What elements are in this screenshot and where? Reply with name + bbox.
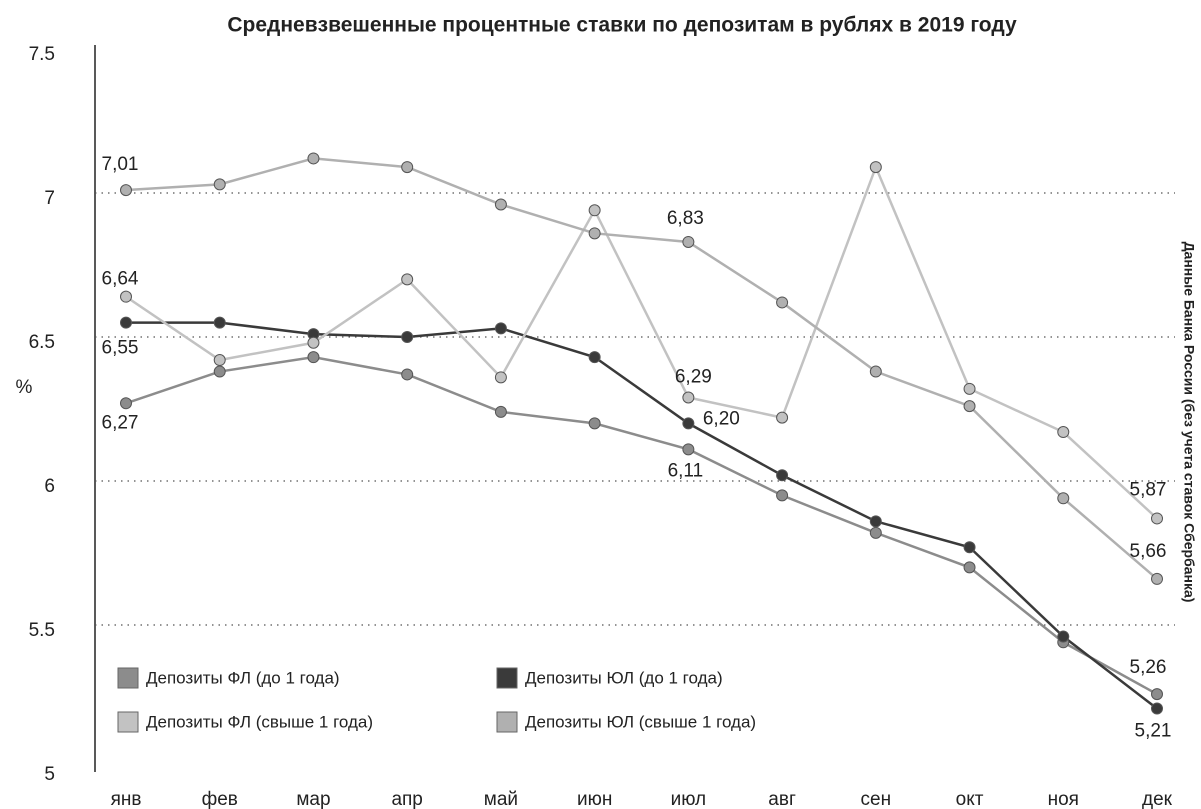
data-point <box>682 443 695 456</box>
data-point <box>494 405 507 418</box>
data-point <box>401 161 414 174</box>
series-line <box>125 163 1158 520</box>
data-point <box>776 411 789 424</box>
data-point <box>963 541 976 554</box>
data-label: 7,01 <box>102 154 139 175</box>
x-tick-label: дек <box>1142 789 1173 809</box>
x-tick-label: июн <box>577 789 612 809</box>
data-point <box>776 489 789 502</box>
data-label: 6,83 <box>667 208 704 229</box>
data-point <box>307 152 320 165</box>
x-tick-label: янв <box>111 789 142 809</box>
data-point <box>1151 688 1163 701</box>
y-tick-label: 6.5 <box>29 332 55 353</box>
y-tick-label: 5.5 <box>29 620 55 641</box>
legend-label: Депозиты ФЛ (до 1 года) <box>146 668 340 687</box>
x-tick-label: май <box>484 789 518 809</box>
data-point <box>494 198 507 211</box>
x-tick-label: июл <box>671 789 707 809</box>
legend-swatch <box>117 711 139 733</box>
data-point <box>213 365 226 378</box>
chart-title: Средневзвешенные процентные ставки по де… <box>227 14 1017 37</box>
series-line <box>125 355 1158 696</box>
data-point <box>1151 572 1163 585</box>
data-point <box>1151 512 1163 525</box>
series-line <box>126 321 1158 710</box>
data-label: 6,11 <box>668 460 704 481</box>
data-point <box>307 336 320 349</box>
data-point <box>682 235 695 248</box>
data-point <box>869 515 882 528</box>
data-point <box>213 316 226 329</box>
data-point <box>1057 426 1070 439</box>
data-label: 5,26 <box>1130 657 1167 678</box>
data-point <box>869 526 882 539</box>
data-point <box>776 469 789 482</box>
data-point <box>963 382 976 395</box>
y-tick-label: 5 <box>44 764 55 785</box>
legend-swatch <box>496 711 518 733</box>
y-axis-label: % <box>16 377 33 398</box>
legend-swatch <box>117 667 139 689</box>
data-point <box>588 204 601 217</box>
data-point <box>401 273 414 286</box>
x-tick-label: авг <box>768 789 796 809</box>
data-point <box>494 371 507 384</box>
data-point <box>776 296 789 309</box>
legend-label: Депозиты ФЛ (свыше 1 года) <box>146 712 373 731</box>
legend-label: Депозиты ЮЛ (свыше 1 года) <box>525 712 756 731</box>
data-point <box>494 322 507 335</box>
data-label: 5,87 <box>1130 479 1167 500</box>
data-point <box>120 290 132 303</box>
data-point <box>869 365 882 378</box>
y-tick-label: 7.5 <box>29 44 55 65</box>
data-point <box>1057 630 1070 643</box>
y-tick-label: 6 <box>44 476 55 497</box>
x-tick-label: сен <box>861 789 892 809</box>
data-point <box>963 561 976 574</box>
legend-label: Депозиты ЮЛ (до 1 года) <box>525 668 723 687</box>
data-label: 6,29 <box>675 366 712 387</box>
annotation: Данные Банка России (без учета ставок Сб… <box>1181 242 1197 603</box>
data-label: 5,21 <box>1135 721 1172 742</box>
x-tick-label: апр <box>391 789 422 809</box>
data-point <box>401 368 414 381</box>
data-point <box>588 227 601 240</box>
data-label: 6,27 <box>102 412 139 433</box>
series-line <box>125 157 1158 580</box>
x-tick-label: мар <box>296 789 330 809</box>
data-label: 6,64 <box>102 269 139 290</box>
x-tick-label: ноя <box>1048 789 1079 809</box>
data-point <box>682 391 695 404</box>
data-label: 6,55 <box>102 338 139 359</box>
data-point <box>213 178 226 191</box>
data-point <box>588 351 601 364</box>
data-point <box>1057 492 1070 505</box>
legend-swatch <box>496 667 518 689</box>
data-label: 6,20 <box>703 408 740 429</box>
data-point <box>120 316 132 329</box>
data-point <box>1151 702 1163 715</box>
data-point <box>120 184 132 197</box>
data-point <box>213 354 226 367</box>
data-point <box>869 161 882 174</box>
data-label: 5,66 <box>1130 541 1167 562</box>
data-point <box>307 351 320 364</box>
data-point <box>963 400 976 413</box>
data-point <box>120 397 132 410</box>
x-tick-label: окт <box>956 789 984 809</box>
data-point <box>588 417 601 430</box>
x-tick-label: фев <box>202 789 238 809</box>
data-point <box>682 417 695 430</box>
y-tick-label: 7 <box>44 188 55 209</box>
data-point <box>401 331 414 343</box>
